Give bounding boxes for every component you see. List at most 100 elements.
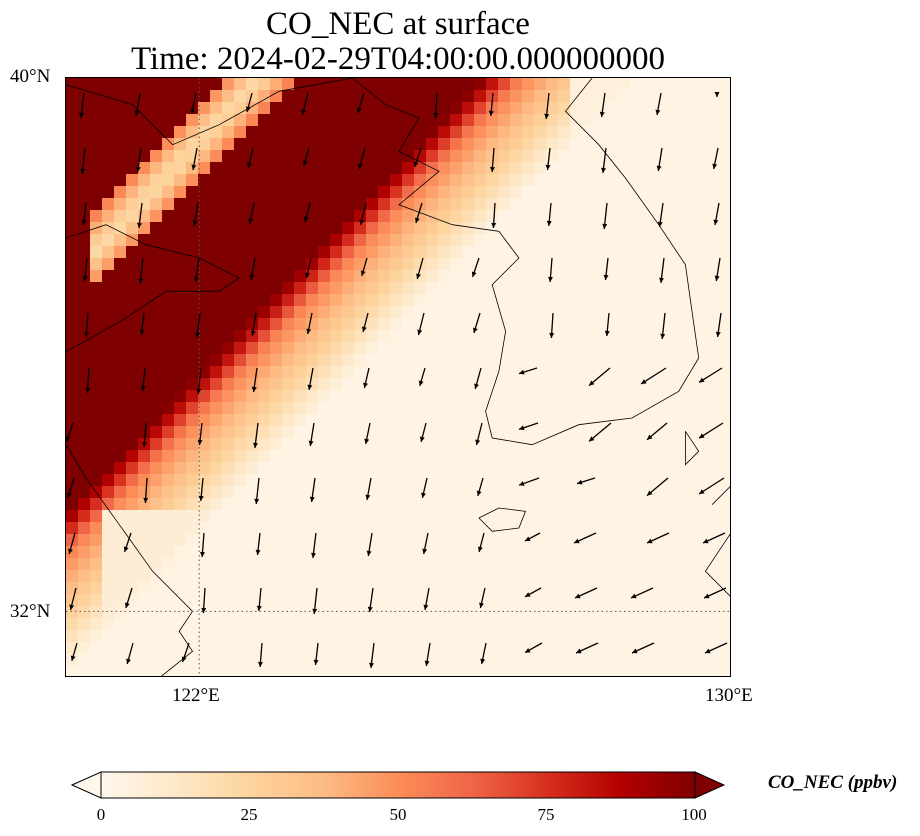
field-cell bbox=[546, 414, 559, 427]
field-cell bbox=[306, 666, 319, 676]
field-cell bbox=[690, 186, 703, 199]
field-cell bbox=[366, 402, 379, 415]
field-cell bbox=[294, 570, 307, 583]
field-cell bbox=[282, 174, 295, 187]
field-cell bbox=[90, 174, 103, 187]
field-cell bbox=[474, 462, 487, 475]
field-cell bbox=[474, 630, 487, 643]
field-cell bbox=[522, 138, 535, 151]
field-cell bbox=[162, 546, 175, 559]
field-cell bbox=[630, 306, 643, 319]
field-cell bbox=[510, 198, 523, 211]
field-cell bbox=[66, 306, 79, 319]
field-cell bbox=[270, 222, 283, 235]
field-cell bbox=[126, 450, 139, 463]
field-cell bbox=[150, 474, 163, 487]
field-cell bbox=[246, 198, 259, 211]
field-cell bbox=[510, 606, 523, 619]
field-cell bbox=[138, 90, 151, 103]
field-cell bbox=[138, 534, 151, 547]
field-cell bbox=[474, 246, 487, 259]
map-panel[interactable] bbox=[65, 77, 731, 677]
field-cell bbox=[570, 270, 583, 283]
field-cell bbox=[258, 138, 271, 151]
field-cell bbox=[294, 294, 307, 307]
field-cell bbox=[174, 342, 187, 355]
field-cell bbox=[510, 126, 523, 139]
field-cell bbox=[570, 462, 583, 475]
field-cell bbox=[234, 78, 247, 91]
field-cell bbox=[186, 594, 199, 607]
field-cell bbox=[546, 666, 559, 676]
field-cell bbox=[198, 102, 211, 115]
field-cell bbox=[558, 246, 571, 259]
field-cell bbox=[342, 282, 355, 295]
field-cell bbox=[522, 462, 535, 475]
field-cell bbox=[486, 306, 499, 319]
field-cell bbox=[690, 414, 703, 427]
field-cell bbox=[678, 342, 691, 355]
field-cell bbox=[270, 150, 283, 163]
field-cell bbox=[402, 342, 415, 355]
field-cell bbox=[258, 462, 271, 475]
field-cell bbox=[522, 630, 535, 643]
field-cell bbox=[306, 246, 319, 259]
field-cell bbox=[366, 630, 379, 643]
field-cell bbox=[594, 342, 607, 355]
field-cell bbox=[570, 486, 583, 499]
field-cell bbox=[714, 222, 727, 235]
field-cell bbox=[198, 210, 211, 223]
field-cell bbox=[630, 558, 643, 571]
field-cell bbox=[66, 390, 79, 403]
field-cell bbox=[282, 90, 295, 103]
field-cell bbox=[222, 270, 235, 283]
field-cell bbox=[150, 162, 163, 175]
field-cell bbox=[498, 150, 511, 163]
field-cell bbox=[426, 546, 439, 559]
field-cell bbox=[162, 522, 175, 535]
field-cell bbox=[450, 306, 463, 319]
field-cell bbox=[582, 270, 595, 283]
field-cell bbox=[330, 282, 343, 295]
wind-arrow bbox=[712, 147, 719, 170]
wind-arrow bbox=[302, 147, 310, 167]
field-cell bbox=[258, 90, 271, 103]
wind-arrow bbox=[703, 587, 727, 599]
field-cell bbox=[366, 642, 379, 655]
map-title-line-1: CO_NEC at surface bbox=[266, 6, 530, 42]
field-cell bbox=[594, 126, 607, 139]
field-cell bbox=[486, 198, 499, 211]
field-cell bbox=[354, 390, 367, 403]
field-cell bbox=[582, 546, 595, 559]
field-cell bbox=[678, 450, 691, 463]
field-cell bbox=[222, 594, 235, 607]
field-cell bbox=[234, 210, 247, 223]
field-cell bbox=[546, 186, 559, 199]
field-cell bbox=[66, 546, 79, 559]
field-cell bbox=[534, 258, 547, 271]
field-cell bbox=[642, 186, 655, 199]
field-cell bbox=[270, 486, 283, 499]
field-cell bbox=[690, 294, 703, 307]
field-cell bbox=[162, 438, 175, 451]
field-cell bbox=[546, 126, 559, 139]
field-cell bbox=[258, 246, 271, 259]
field-cell bbox=[342, 150, 355, 163]
field-cell bbox=[126, 318, 139, 331]
field-cell bbox=[534, 630, 547, 643]
field-cell bbox=[222, 366, 235, 379]
wind-arrow bbox=[201, 587, 207, 614]
field-cell bbox=[498, 582, 511, 595]
field-cell bbox=[606, 474, 619, 487]
field-cell bbox=[630, 258, 643, 271]
field-cell bbox=[462, 606, 475, 619]
field-cell bbox=[330, 546, 343, 559]
field-cell bbox=[318, 522, 331, 535]
field-cell bbox=[330, 642, 343, 655]
field-cell bbox=[102, 150, 115, 163]
field-cell bbox=[270, 378, 283, 391]
field-cell bbox=[282, 318, 295, 331]
field-cell bbox=[378, 666, 391, 676]
field-cell bbox=[378, 426, 391, 439]
field-cell bbox=[318, 414, 331, 427]
